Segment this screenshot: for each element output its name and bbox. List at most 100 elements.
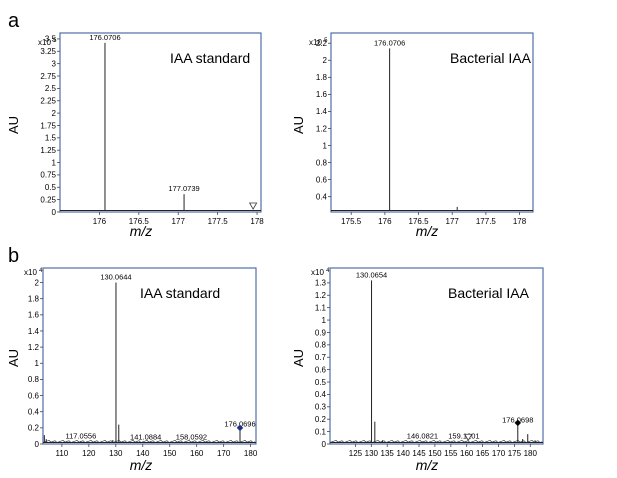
y-multiplier-exponent: 4: [326, 268, 330, 274]
y-tick-label: 0.6: [315, 365, 327, 374]
y-tick-label: 2.25: [40, 97, 56, 106]
x-tick-label: 110: [55, 449, 68, 458]
y-tick-label: 1.8: [316, 73, 328, 82]
noise-trace: [329, 440, 543, 443]
plot-frame: [330, 32, 534, 213]
y-tick-label: 2: [35, 278, 40, 287]
y-tick-label: 1.1: [315, 303, 327, 312]
y-tick-label: 2: [52, 109, 57, 118]
y-axis-label: AU: [291, 116, 306, 134]
y-tick-label: 0.1: [315, 427, 327, 436]
panel-letter-a: a: [8, 10, 20, 32]
y-tick-label: 1: [322, 316, 327, 325]
peak-label: 117.0556: [66, 432, 97, 441]
y-tick-label: 1.2: [28, 343, 40, 352]
x-tick-label: 178: [513, 217, 527, 226]
chart-3: 0 0.2 0.4 0.6 0.8 1 1.2 1.4 1.6 1.8 2 110 120 130 140 1…: [6, 267, 258, 473]
triangle-marker: [248, 202, 258, 210]
x-tick-label: 145: [412, 449, 426, 458]
x-tick-label: 177: [446, 217, 460, 226]
y-tick-label: 1: [323, 141, 328, 150]
y-tick-label: 0.6: [316, 175, 328, 184]
x-tick-label: 175.5: [341, 217, 362, 226]
x-tick-label: 150: [163, 449, 177, 458]
peak-label: 177.0739: [168, 184, 199, 193]
chart-title: Bacterial IAA: [448, 285, 530, 301]
x-tick-label: 140: [136, 449, 150, 458]
y-multiplier: x10 4: [24, 268, 43, 277]
y-multiplier: x10 5: [38, 38, 57, 47]
y-multiplier-exponent: 4: [39, 268, 43, 274]
chart-1: 0 0.25 0.5 0.75 1 1.25 1.5 1.75 2 2.25 2.5 2.75 3 3.2…: [6, 32, 264, 239]
y-tick-label: 0: [322, 440, 327, 449]
diamond-marker: [514, 419, 522, 427]
y-tick-label: 0.8: [316, 158, 328, 167]
x-tick-label: 176.5: [129, 217, 150, 226]
x-tick-label: 130: [365, 449, 379, 458]
y-tick-label: 0.2: [28, 424, 40, 433]
peak-label: 176.0706: [89, 33, 120, 42]
x-axis-label: m/z: [130, 223, 153, 239]
y-tick-label: 3.5: [45, 35, 57, 44]
y-tick-label: 1.8: [28, 294, 40, 303]
x-tick-label: 160: [190, 449, 204, 458]
chart-title: Bacterial IAA: [450, 50, 532, 66]
y-tick-label: 1.6: [28, 311, 40, 320]
y-tick-label: 0.75: [40, 171, 56, 180]
y-multiplier: x10 5: [309, 38, 328, 47]
x-axis-label: m/z: [416, 457, 439, 473]
x-axis-label: m/z: [130, 457, 153, 473]
x-tick-label: 180: [524, 449, 538, 458]
y-tick-label: 1.2: [316, 124, 328, 133]
chart-4: 0 0.1 0.2 0.3 0.4 0.5 0.6 0.7 0.8 0.9 1 1.1 1.2 1.3 12…: [291, 267, 544, 473]
plot-frame: [42, 267, 257, 445]
y-tick-label: 0.2: [315, 415, 327, 424]
y-tick-label: 0: [52, 208, 57, 217]
y-multiplier-exponent: 5: [53, 38, 57, 44]
panel-letter-b: b: [8, 245, 19, 267]
charts-group: 00.250.50.7511.251.51.7522.252.52.7533.2…: [6, 32, 544, 473]
y-tick-label: 2.5: [45, 84, 57, 93]
y-tick-label: 2.2: [316, 39, 328, 48]
y-tick-label: 1: [35, 359, 40, 368]
x-tick-label: 150: [428, 449, 442, 458]
peak-label: 146.0821: [407, 432, 438, 441]
y-axis-label: AU: [6, 349, 21, 367]
peak-label: 130.0644: [100, 273, 131, 282]
y-tick-label: 3.25: [40, 47, 56, 56]
x-tick-label: 140: [396, 449, 410, 458]
y-tick-label: 0.4: [316, 192, 328, 201]
x-tick-label: 165: [476, 449, 490, 458]
y-tick-label: 2: [323, 56, 328, 65]
y-tick-label: 0.5: [45, 183, 57, 192]
y-tick-label: 1.25: [40, 146, 56, 155]
y-tick-label: 1.2: [315, 291, 327, 300]
diamond-marker: [236, 424, 244, 432]
x-tick-label: 155: [444, 449, 458, 458]
noise-trace: [42, 440, 256, 443]
y-tick-label: 0.8: [315, 341, 327, 350]
x-tick-label: 177.5: [476, 217, 497, 226]
y-tick-label: 1.4: [28, 327, 40, 336]
x-tick-label: 125: [349, 449, 363, 458]
y-tick-label: 0.5: [315, 378, 327, 387]
plot-frame: [59, 32, 262, 213]
x-tick-label: 176.5: [409, 217, 430, 226]
y-multiplier: x10 4: [311, 268, 330, 277]
triangle-marker: [464, 433, 473, 442]
x-tick-label: 180: [244, 449, 258, 458]
y-tick-label: 0.4: [28, 408, 40, 417]
chart-title: IAA standard: [170, 50, 250, 66]
x-tick-label: 178: [250, 217, 264, 226]
chart-title: IAA standard: [140, 285, 220, 301]
x-axis-label: m/z: [416, 223, 439, 239]
y-tick-label: 2.75: [40, 72, 56, 81]
y-tick-label: 3: [52, 59, 57, 68]
chart-2: 0.4 0.6 0.8 1 1.2 1.4 1.6 1.8 2 2.2 175.5 176 176.5 1…: [291, 32, 534, 239]
x-tick-label: 130: [109, 449, 123, 458]
x-tick-label: 176: [378, 217, 392, 226]
y-tick-label: 1.3: [315, 279, 327, 288]
x-tick-label: 175: [508, 449, 522, 458]
x-tick-label: 135: [381, 449, 395, 458]
